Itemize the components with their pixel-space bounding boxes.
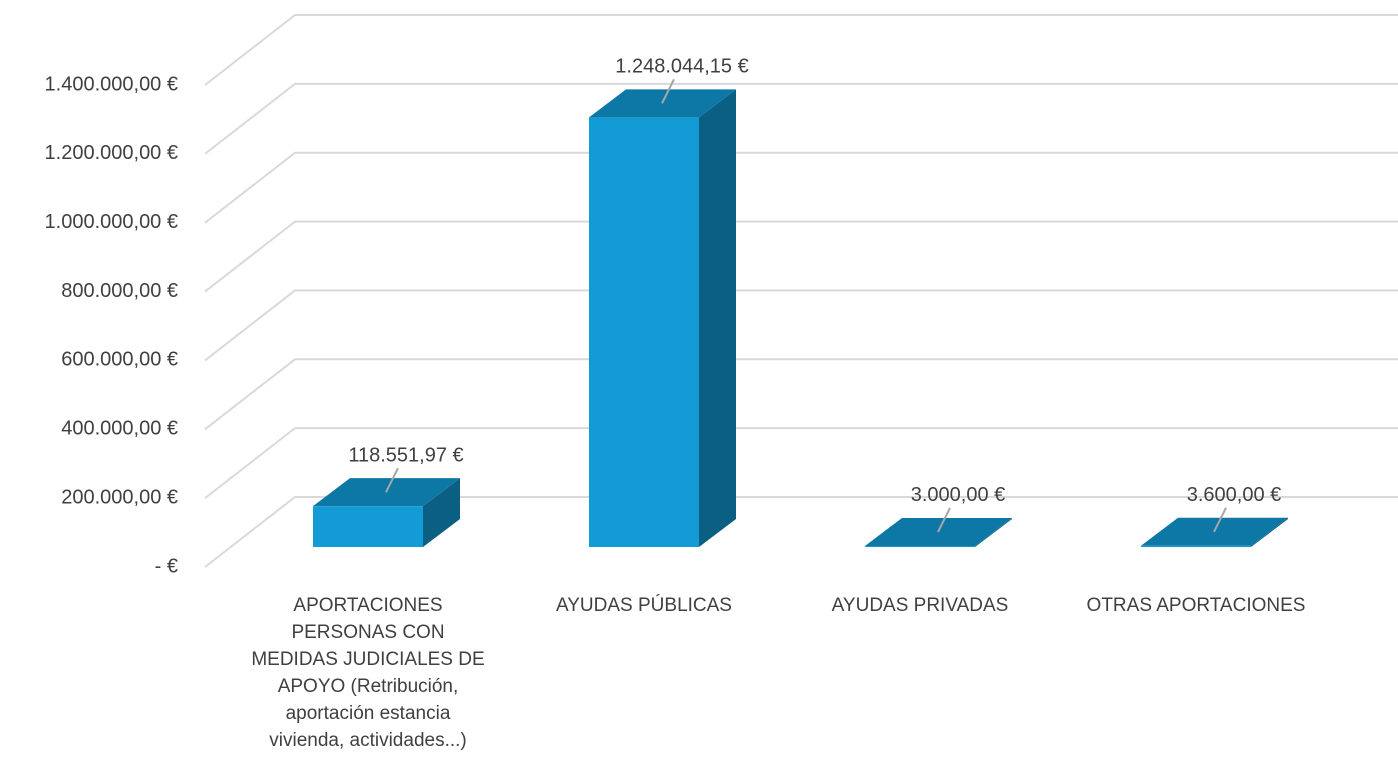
grid-line bbox=[204, 358, 1398, 431]
leader-line bbox=[1213, 507, 1227, 533]
value-label: 3.000,00 € bbox=[911, 484, 1006, 506]
bar bbox=[1141, 545, 1251, 547]
grid-line bbox=[204, 427, 1398, 499]
y-tick-label: 1.200.000,00 € bbox=[45, 142, 178, 164]
y-tick-label: 600.000,00 € bbox=[61, 349, 178, 371]
y-tick-label: 200.000,00 € bbox=[61, 486, 178, 508]
leader-line bbox=[385, 467, 399, 493]
grid-line bbox=[204, 289, 1398, 362]
bar-side bbox=[423, 478, 460, 547]
y-tick-label: - € bbox=[155, 555, 178, 577]
y-tick-label: 1.000.000,00 € bbox=[45, 211, 178, 233]
y-tick-label: 800.000,00 € bbox=[61, 280, 178, 302]
grid-line bbox=[204, 82, 1398, 155]
y-tick-label: 1.400.000,00 € bbox=[45, 73, 178, 95]
bar-side bbox=[1251, 517, 1288, 547]
value-label: 3.600,00 € bbox=[1187, 484, 1282, 506]
bar bbox=[589, 117, 699, 548]
x-tick-label: AYUDAS PÚBLICAS bbox=[556, 595, 732, 616]
grid-line bbox=[204, 14, 1398, 86]
leader-line bbox=[937, 507, 951, 533]
x-tick-label: OTRAS APORTACIONES bbox=[1086, 595, 1306, 616]
bar-side bbox=[975, 517, 1012, 547]
grid-line bbox=[204, 220, 1398, 293]
bar-side bbox=[699, 89, 736, 548]
grid-line bbox=[204, 151, 1398, 224]
bar bbox=[865, 545, 975, 547]
x-tick-label: AYUDAS PRIVADAS bbox=[831, 595, 1009, 616]
leader-line bbox=[661, 78, 675, 104]
bar bbox=[313, 506, 423, 547]
x-tick-label: APORTACIONES PERSONAS CON MEDIDAS JUDICI… bbox=[251, 595, 485, 751]
value-label: 118.551,97 € bbox=[348, 444, 463, 466]
grid-line bbox=[204, 496, 1398, 568]
y-tick-label: 400.000,00 € bbox=[61, 418, 178, 440]
value-label: 1.248.044,15 € bbox=[615, 56, 748, 78]
